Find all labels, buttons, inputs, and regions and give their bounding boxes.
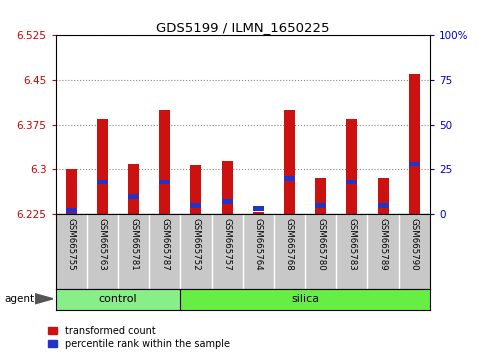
Bar [222, 160, 233, 214]
Polygon shape [35, 294, 53, 304]
Text: GSM665790: GSM665790 [410, 218, 419, 270]
Bar [97, 119, 108, 214]
Bar [315, 203, 326, 207]
Bar [315, 178, 326, 214]
Text: GSM665783: GSM665783 [347, 218, 356, 271]
Bar [128, 194, 139, 199]
Bar [190, 203, 201, 207]
Bar [56, 289, 180, 310]
Bar [409, 74, 420, 214]
Bar [66, 208, 77, 213]
Bar [284, 176, 295, 181]
Text: control: control [99, 294, 137, 304]
Text: GSM665780: GSM665780 [316, 218, 325, 271]
Bar [190, 165, 201, 214]
Bar [66, 170, 77, 214]
Text: GSM665764: GSM665764 [254, 218, 263, 271]
Text: silica: silica [291, 294, 319, 304]
Bar [346, 119, 357, 214]
Legend: transformed count, percentile rank within the sample: transformed count, percentile rank withi… [48, 326, 230, 349]
Bar [97, 179, 108, 184]
Text: agent: agent [5, 294, 35, 304]
Bar [378, 178, 388, 214]
Bar [159, 179, 170, 184]
Text: GSM665787: GSM665787 [160, 218, 169, 271]
Bar [222, 199, 233, 204]
Text: GSM665755: GSM665755 [67, 218, 76, 271]
Text: GSM665757: GSM665757 [223, 218, 232, 271]
Text: GSM665781: GSM665781 [129, 218, 138, 271]
Text: GSM665763: GSM665763 [98, 218, 107, 271]
Bar [378, 203, 388, 207]
Text: GSM665752: GSM665752 [191, 218, 200, 271]
Bar [128, 164, 139, 214]
Bar [253, 212, 264, 214]
Bar [253, 206, 264, 211]
Text: GSM665789: GSM665789 [379, 218, 387, 270]
Bar [346, 179, 357, 184]
Bar [159, 110, 170, 214]
Text: GSM665768: GSM665768 [285, 218, 294, 271]
Bar [284, 110, 295, 214]
Bar [409, 162, 420, 166]
Bar [180, 289, 430, 310]
Title: GDS5199 / ILMN_1650225: GDS5199 / ILMN_1650225 [156, 21, 329, 34]
